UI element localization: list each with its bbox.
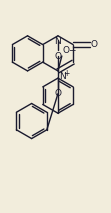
Text: O: O — [54, 89, 61, 98]
Text: N: N — [55, 37, 61, 46]
Text: N: N — [59, 72, 66, 81]
Text: O: O — [54, 52, 61, 61]
Text: −: − — [68, 45, 76, 54]
Text: O: O — [91, 40, 98, 49]
Text: +: + — [63, 69, 70, 78]
Text: O: O — [63, 46, 70, 55]
